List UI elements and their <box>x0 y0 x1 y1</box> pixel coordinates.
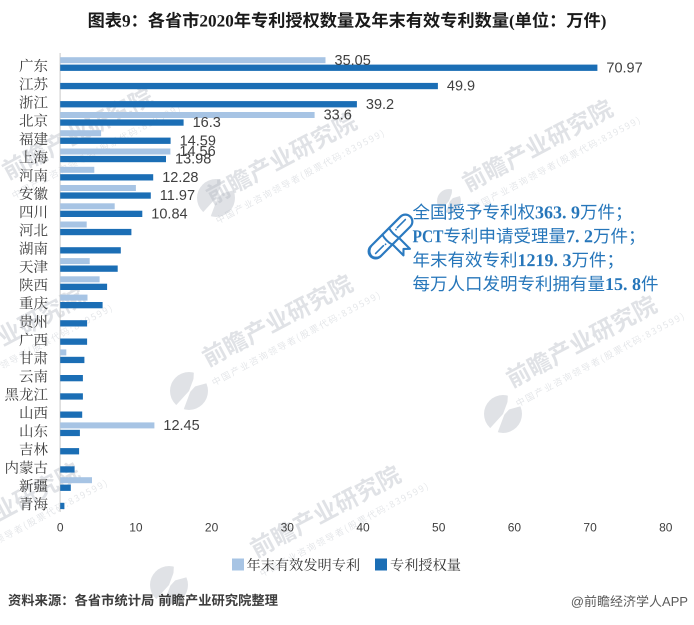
svg-text:11.97: 11.97 <box>160 188 195 204</box>
svg-text:12.45: 12.45 <box>163 418 199 434</box>
svg-text:16.3: 16.3 <box>193 115 221 131</box>
svg-text:20: 20 <box>205 521 219 535</box>
svg-text:70.97: 70.97 <box>606 60 642 76</box>
svg-text:33.6: 33.6 <box>324 108 352 124</box>
svg-text:10.84: 10.84 <box>151 206 187 222</box>
svg-text:80: 80 <box>659 521 673 535</box>
svg-text:30: 30 <box>281 521 295 535</box>
svg-text:50: 50 <box>432 521 446 535</box>
svg-text:14.56: 14.56 <box>179 144 215 160</box>
svg-text:35.05: 35.05 <box>335 53 371 69</box>
svg-text:49.9: 49.9 <box>447 79 475 95</box>
svg-text:12.28: 12.28 <box>162 170 198 186</box>
svg-text:13.98: 13.98 <box>175 152 211 168</box>
svg-text:0: 0 <box>57 521 64 535</box>
svg-text:39.2: 39.2 <box>366 97 394 113</box>
svg-text:40: 40 <box>356 521 370 535</box>
svg-text:70: 70 <box>583 521 597 535</box>
svg-text:14.59: 14.59 <box>180 133 216 149</box>
svg-text:10: 10 <box>129 521 143 535</box>
svg-text:60: 60 <box>508 521 522 535</box>
